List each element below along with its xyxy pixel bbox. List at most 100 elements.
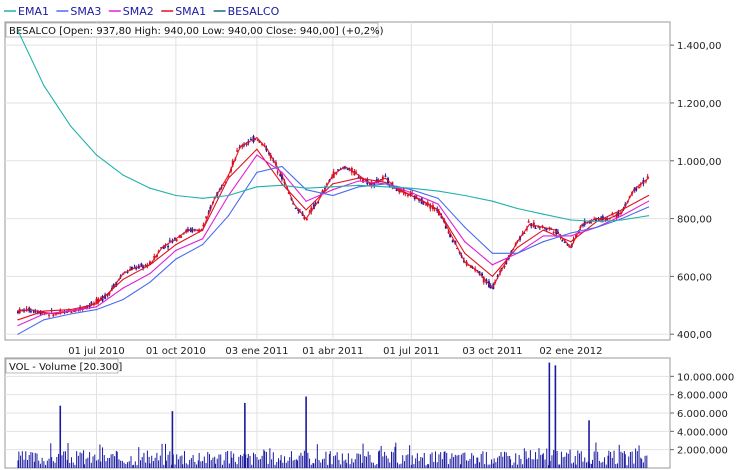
legend-label-sma1: SMA1 xyxy=(175,5,206,18)
volume-bar xyxy=(187,464,189,468)
volume-bar xyxy=(61,455,63,468)
volume-bar xyxy=(531,459,533,468)
volume-bar xyxy=(228,463,230,468)
series-point-ema1 xyxy=(491,200,494,202)
volume-bar xyxy=(602,461,604,468)
volume-bar xyxy=(436,462,438,468)
volume-bar xyxy=(577,450,579,468)
volume-bar xyxy=(282,462,284,468)
volume-bar xyxy=(449,458,451,468)
volume-bar xyxy=(510,459,512,468)
volume-bar xyxy=(446,452,448,468)
volume-bar xyxy=(362,443,364,468)
volume-bar xyxy=(321,459,323,468)
candle-body xyxy=(646,176,649,178)
volume-bar xyxy=(405,455,407,468)
volume-bar xyxy=(138,447,140,468)
volume-bar xyxy=(359,454,361,468)
series-point-ema1 xyxy=(437,190,439,192)
volume-bar xyxy=(641,458,643,468)
volume-bar xyxy=(289,457,291,468)
volume-bar xyxy=(38,460,40,468)
series-point-sma2 xyxy=(570,235,572,237)
volume-bar xyxy=(182,464,184,468)
volume-bar xyxy=(429,454,431,468)
candle-body xyxy=(280,174,283,180)
series-point-sma1 xyxy=(281,183,283,185)
volume-bar xyxy=(28,454,30,468)
volume-bar xyxy=(148,456,150,468)
candle-body xyxy=(52,314,55,317)
series-point-ema1 xyxy=(542,213,544,215)
series-point-besalco xyxy=(396,189,399,191)
volume-bar xyxy=(25,451,27,468)
volume-bar xyxy=(535,452,537,468)
candle-body xyxy=(563,241,566,243)
series-point-sma3 xyxy=(437,197,439,199)
volume-bar xyxy=(395,442,397,468)
volume-bar xyxy=(202,460,204,468)
candle-body xyxy=(41,312,44,314)
volume-bar xyxy=(562,457,564,468)
series-point-sma2 xyxy=(305,200,307,202)
candle-body xyxy=(566,244,569,246)
volume-bar xyxy=(85,458,87,468)
volume-bar xyxy=(23,459,25,468)
volume-bar xyxy=(156,452,158,468)
volume-bar xyxy=(615,464,617,468)
candle-body xyxy=(409,192,412,197)
volume-bar xyxy=(575,464,577,468)
volume-bar xyxy=(269,448,271,468)
volume-bar xyxy=(411,455,413,468)
volume-bar xyxy=(132,465,134,468)
volume-bar xyxy=(51,457,53,468)
volume-bar xyxy=(238,456,240,468)
volume-bar xyxy=(154,457,156,468)
series-point-besalco xyxy=(633,189,635,191)
volume-bar xyxy=(200,461,202,468)
volume-bar xyxy=(167,454,169,468)
candle-body xyxy=(552,231,555,233)
volume-bar xyxy=(72,462,74,468)
x-tick-label: 03 oct 2011 xyxy=(462,346,522,357)
candle-body xyxy=(644,180,647,182)
volume-bar xyxy=(179,456,181,468)
candle-body xyxy=(130,266,133,270)
series-point-besalco xyxy=(43,311,45,314)
volume-bar xyxy=(39,463,41,468)
volume-bar xyxy=(221,464,223,468)
volume-bar xyxy=(472,455,474,468)
volume-bar xyxy=(458,454,460,468)
volume-bar xyxy=(477,457,479,468)
candle-body xyxy=(527,221,530,223)
volume-bar xyxy=(571,463,573,468)
series-point-sma3 xyxy=(201,244,204,246)
volume-bar xyxy=(247,453,249,468)
series-point-sma1 xyxy=(305,209,307,211)
volume-spike-bar xyxy=(588,420,590,468)
volume-bar xyxy=(20,455,22,468)
candle-body xyxy=(482,277,485,283)
candle-body xyxy=(615,213,618,219)
volume-bar xyxy=(591,463,593,468)
volume-bar xyxy=(125,464,127,468)
volume-bar xyxy=(46,460,48,468)
volume-bar xyxy=(197,460,199,468)
volume-bar xyxy=(567,453,569,468)
legend-label-ema1: EMA1 xyxy=(18,5,49,18)
candle-body xyxy=(126,271,129,273)
volume-bar xyxy=(45,464,47,468)
volume-bar xyxy=(597,451,599,468)
volume-bar xyxy=(246,457,248,468)
volume-bar xyxy=(498,455,500,468)
series-point-sma2 xyxy=(281,171,283,173)
volume-bar xyxy=(176,454,178,468)
volume-bar xyxy=(427,463,429,468)
volume-bar xyxy=(542,453,544,468)
volume-bar xyxy=(89,452,91,468)
candle-body xyxy=(447,231,450,233)
volume-bar xyxy=(52,461,54,468)
volume-bar xyxy=(626,465,628,468)
volume-bar xyxy=(196,464,198,468)
candle-body xyxy=(437,211,440,216)
